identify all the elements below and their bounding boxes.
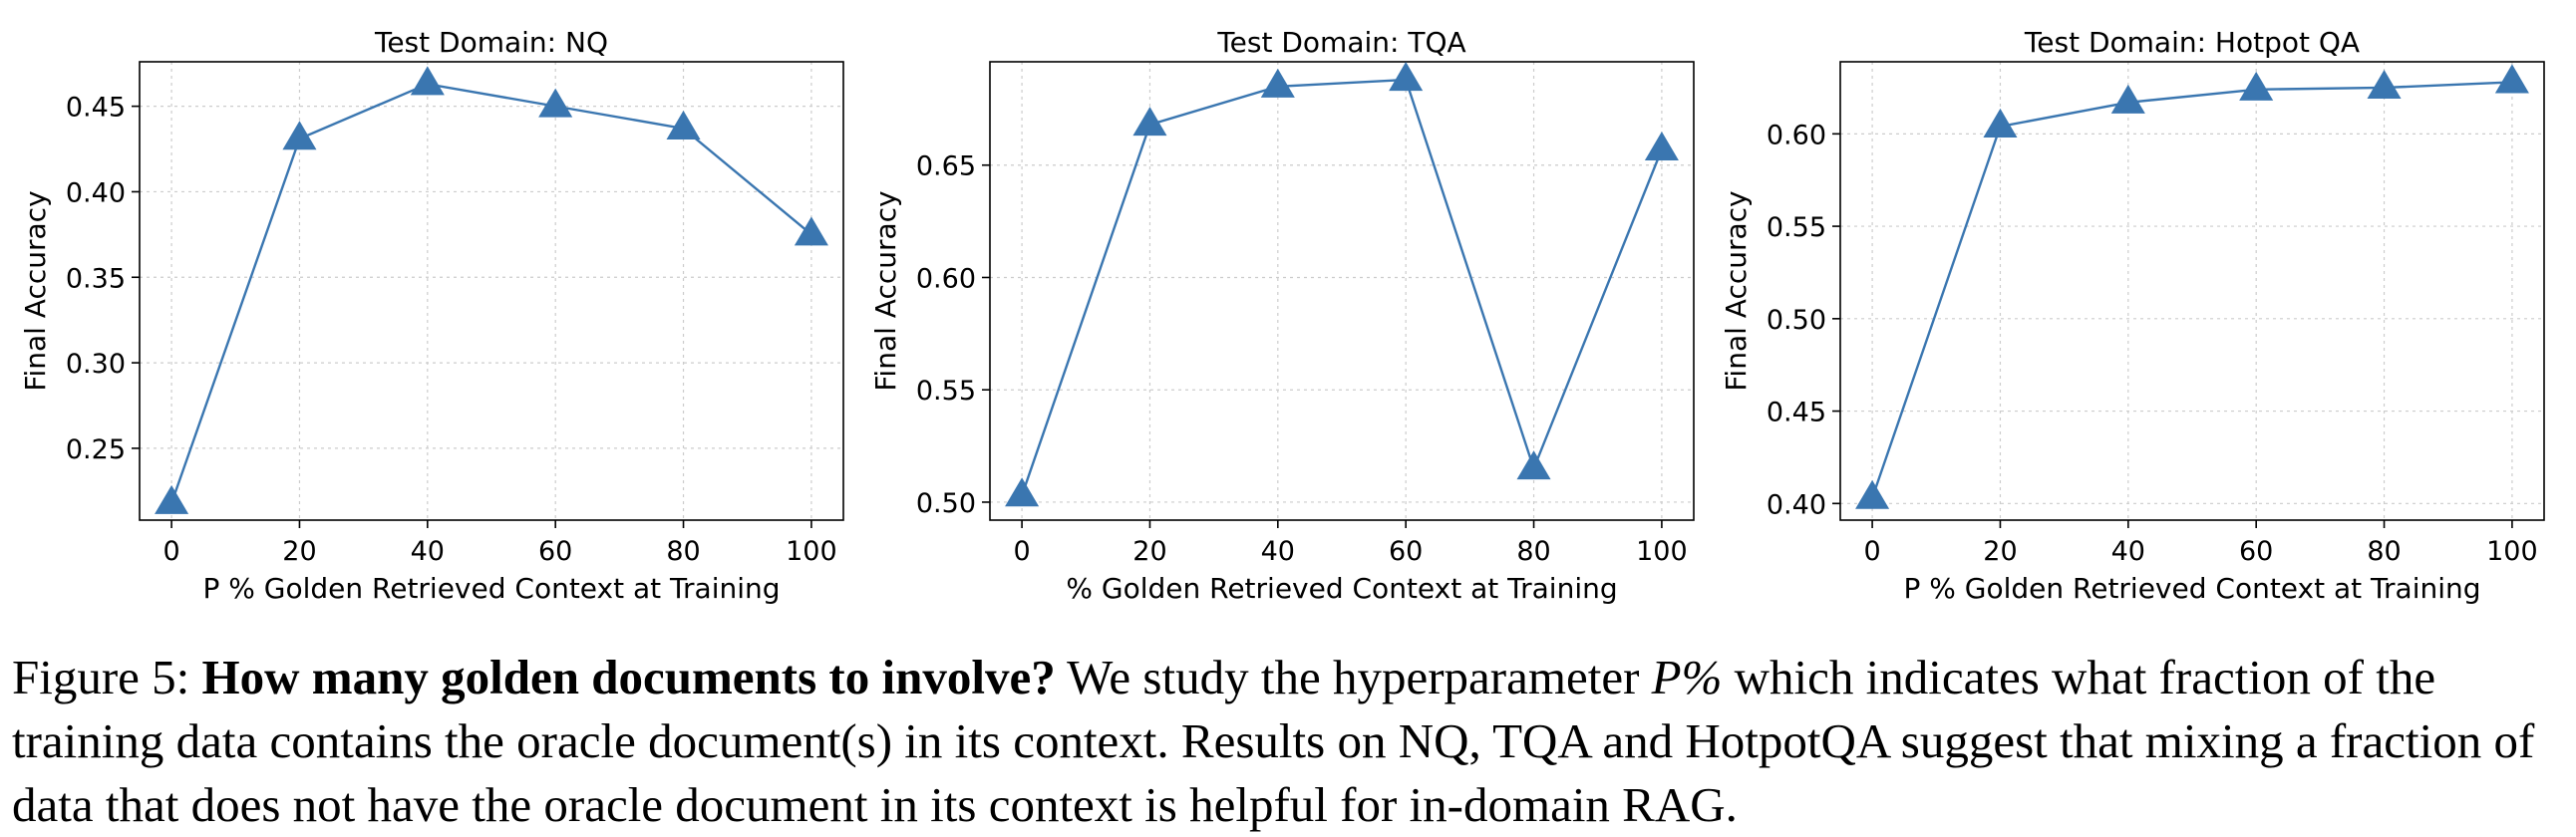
x-tick-label: 60 xyxy=(1389,536,1423,567)
caption-figure-label: Figure 5: xyxy=(12,650,190,704)
data-point-marker xyxy=(155,484,189,514)
chart-panel-0: 0 20 40 60 80 100 0.25 0.30 0.35 0.40 0.45 Test Dom… xyxy=(19,26,844,605)
chart-panel-2: 0 20 40 60 80 100 0.40 0.45 0.50 0.55 0.60 Test Dom… xyxy=(1720,26,2545,605)
y-tick-label: 0.45 xyxy=(66,93,126,124)
y-axis-title: Final Accuracy xyxy=(19,190,52,391)
y-tick-label: 0.50 xyxy=(916,488,976,519)
caption-text-after-math: which indicates what fraction of the tra… xyxy=(12,650,2535,832)
x-tick-label: 80 xyxy=(1516,536,1550,567)
y-tick-label: 0.25 xyxy=(66,434,126,465)
y-tick-label: 0.40 xyxy=(66,177,126,208)
data-point-marker xyxy=(410,66,445,96)
x-axis-title: P % Golden Retrieved Context at Training xyxy=(202,572,780,605)
data-point-marker xyxy=(1644,131,1679,160)
x-tick-label: 0 xyxy=(162,536,179,567)
x-tick-label: 0 xyxy=(1013,536,1030,567)
data-point-marker xyxy=(1005,477,1040,507)
data-point-marker xyxy=(666,110,701,140)
y-tick-label: 0.30 xyxy=(66,349,126,380)
x-tick-label: 40 xyxy=(411,536,445,567)
data-point-marker xyxy=(2239,71,2274,101)
y-tick-label: 0.35 xyxy=(66,263,126,294)
data-point-marker xyxy=(282,121,317,150)
data-point-marker xyxy=(1132,107,1167,137)
y-axis-title: Final Accuracy xyxy=(869,190,902,391)
x-tick-label: 0 xyxy=(1863,536,1880,567)
x-tick-label: 80 xyxy=(666,536,700,567)
y-tick-label: 0.65 xyxy=(916,151,976,182)
chart-title: Test Domain: TQA xyxy=(1216,26,1465,59)
x-tick-label: 80 xyxy=(2367,536,2401,567)
chart-title: Test Domain: Hotpot QA xyxy=(2024,26,2360,59)
x-tick-label: 40 xyxy=(1261,536,1295,567)
x-axis-title: P % Golden Retrieved Context at Training xyxy=(1903,572,2480,605)
x-axis-title: % Golden Retrieved Context at Training xyxy=(1066,572,1617,605)
series-line xyxy=(1020,78,1664,496)
caption-math: P% xyxy=(1651,650,1723,704)
data-point-marker xyxy=(2494,64,2529,94)
x-tick-label: 100 xyxy=(1636,536,1688,567)
data-point-marker xyxy=(794,216,828,246)
data-point-marker xyxy=(2110,84,2145,114)
data-point-marker xyxy=(1983,108,2018,138)
x-tick-label: 40 xyxy=(2111,536,2145,567)
x-tick-label: 100 xyxy=(2486,536,2538,567)
x-tick-label: 20 xyxy=(1132,536,1166,567)
y-tick-label: 0.60 xyxy=(1767,120,1826,150)
caption-text-before-math: We study the hyperparameter xyxy=(1067,650,1640,704)
series-line xyxy=(169,83,812,504)
x-tick-label: 20 xyxy=(282,536,316,567)
chart-title: Test Domain: NQ xyxy=(374,26,608,59)
y-tick-label: 0.45 xyxy=(1767,398,1826,428)
data-point-marker xyxy=(538,88,573,118)
data-point-marker xyxy=(1260,68,1295,98)
plot-frame xyxy=(139,61,844,521)
y-tick-label: 0.50 xyxy=(1767,305,1826,336)
y-tick-label: 0.55 xyxy=(1767,212,1826,243)
y-tick-label: 0.55 xyxy=(916,376,976,407)
figure-charts: 0 20 40 60 80 100 0.25 0.30 0.35 0.40 0.45 Test Dom… xyxy=(19,26,2545,605)
x-tick-label: 60 xyxy=(538,536,572,567)
y-axis-title: Final Accuracy xyxy=(1720,190,1753,391)
y-tick-label: 0.40 xyxy=(1767,489,1826,520)
x-tick-label: 20 xyxy=(1983,536,2017,567)
caption-bold-title: How many golden documents to involve? xyxy=(201,650,1056,704)
figure-caption: Figure 5: How many golden documents to i… xyxy=(12,646,2564,837)
x-tick-label: 60 xyxy=(2239,536,2273,567)
data-point-marker xyxy=(1516,450,1551,480)
chart-panel-1: 0 20 40 60 80 100 0.50 0.55 0.60 0.65 Test Domain:… xyxy=(869,26,1695,605)
data-point-marker xyxy=(1389,62,1424,92)
plot-frame xyxy=(989,61,1695,521)
series-line xyxy=(1870,81,2512,499)
data-point-marker xyxy=(1855,479,1890,509)
y-tick-label: 0.60 xyxy=(916,263,976,294)
data-point-marker xyxy=(2367,69,2402,100)
plot-frame xyxy=(1839,61,2545,521)
x-tick-label: 100 xyxy=(786,536,837,567)
